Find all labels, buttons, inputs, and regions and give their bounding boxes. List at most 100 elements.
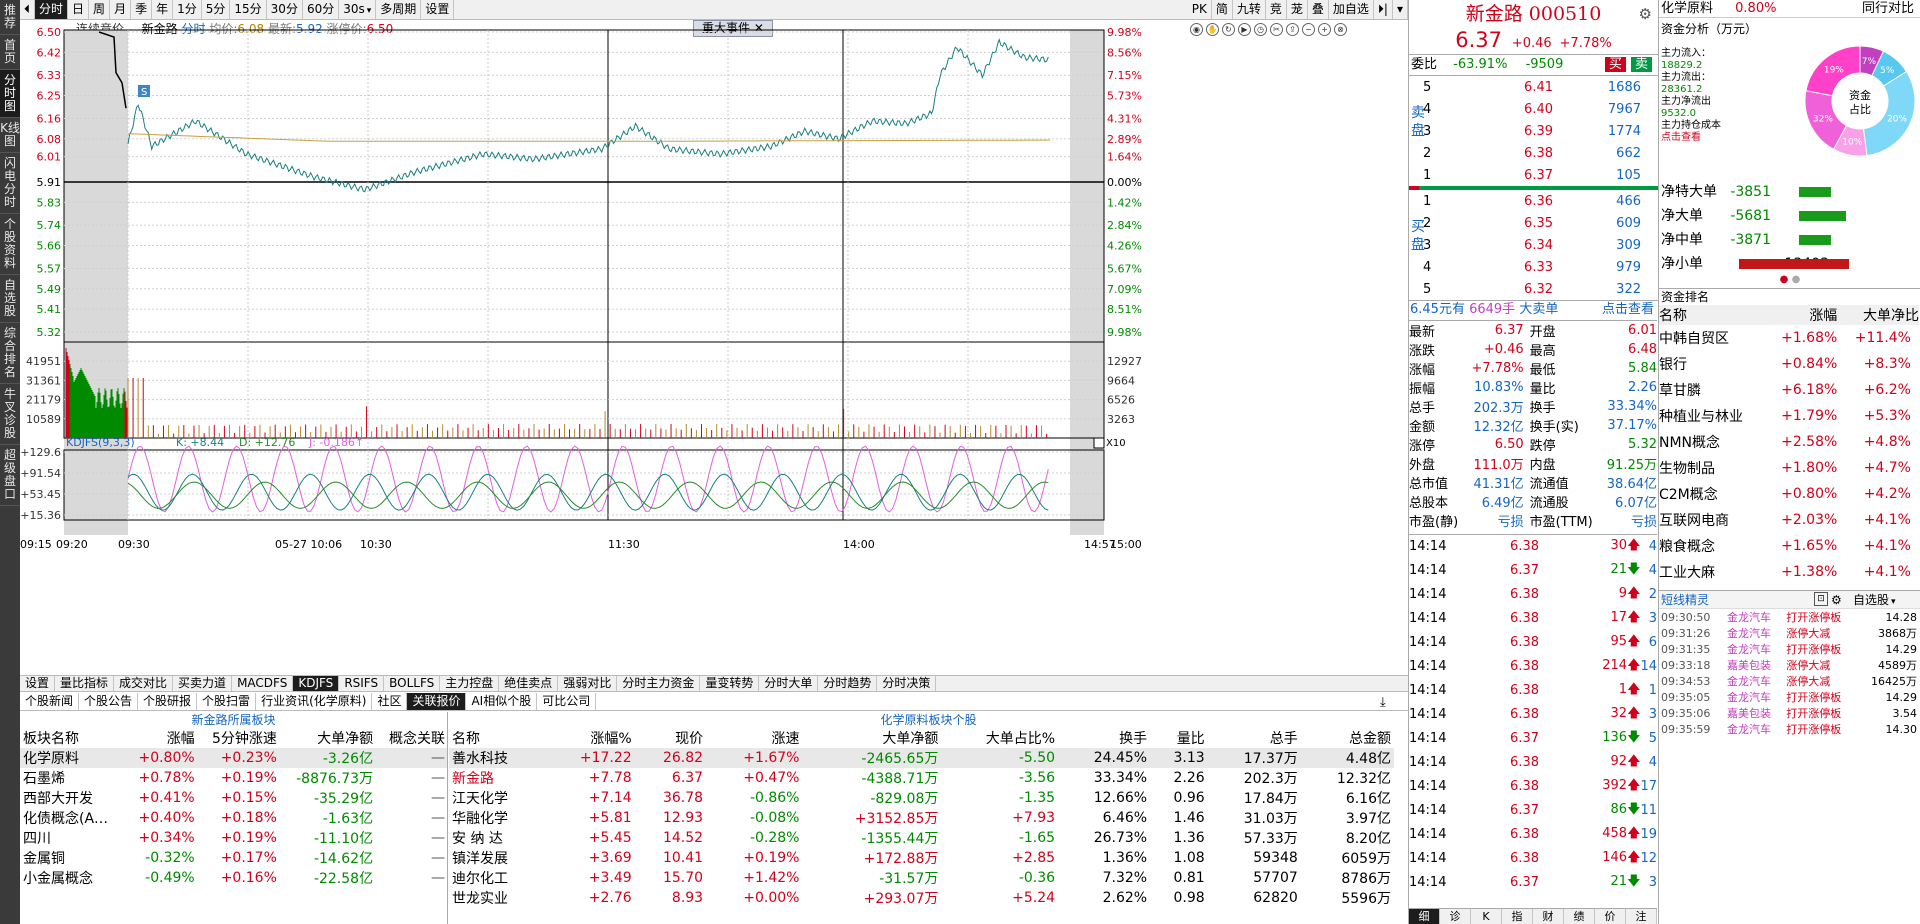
sector-row[interactable]: 石墨烯 +0.78% +0.19% -8876.73万 — — [20, 768, 447, 788]
hand-icon[interactable]: ✋ — [1206, 22, 1219, 36]
nav-item-4[interactable]: 闪电分时 — [0, 153, 20, 214]
stocks-col-header[interactable]: 名称 — [452, 731, 480, 747]
indicator-tab-4[interactable]: MACDFS — [232, 676, 294, 691]
sector-row[interactable]: 化学原料 +0.80% +0.23% -3.26亿 — — [20, 748, 447, 768]
quote-tab-1[interactable]: 诊 — [1440, 909, 1471, 924]
elf-row[interactable]: 09:35:59 金龙汽车 打开涨停板 14.30 — [1659, 721, 1919, 737]
nav-item-8[interactable]: 牛叉诊股 — [0, 384, 20, 445]
indicator-tab-3[interactable]: 买卖力道 — [173, 676, 233, 691]
bids-row[interactable]: 1 6.36 466 — [1423, 190, 1655, 212]
quote-tab-7[interactable]: 注 — [1626, 909, 1657, 924]
bids-row[interactable]: 4 6.33 979 — [1423, 256, 1655, 278]
rank-row[interactable]: 草甘膦 +6.18% +6.2% — [1659, 377, 1919, 403]
zoom-in-icon[interactable]: + — [1318, 22, 1331, 36]
close-icon[interactable]: ✕ — [753, 21, 764, 35]
rank-col-header[interactable]: 名称 — [1659, 308, 1687, 324]
elf-select[interactable]: 自选股 — [1853, 591, 1896, 611]
nav-item-9[interactable]: 超级盘口 — [0, 445, 20, 506]
rank-row[interactable]: 生物制品 +1.80% +4.7% — [1659, 455, 1919, 481]
refresh-icon[interactable]: ↻ — [1222, 22, 1235, 36]
nav-item-5[interactable]: 个股资料 — [0, 214, 20, 275]
period-tab-10[interactable]: 60分 — [303, 0, 340, 19]
peer-compare-link[interactable]: 同行对比 — [1861, 1, 1914, 16]
sell-button[interactable]: 卖 — [1630, 57, 1652, 72]
nav-item-7[interactable]: 综合排名 — [0, 323, 20, 384]
asks-row[interactable]: 1 6.37 105 — [1423, 164, 1655, 186]
stock-row[interactable]: 世龙实业 +2.76 8.93 +0.00% +293.07万 +5.24 2.62% 0.9… — [449, 888, 1394, 908]
toolbar-right-4[interactable]: 茏 — [1287, 0, 1308, 19]
indicator-tab-5[interactable]: KDJFS — [293, 676, 340, 691]
indicator-tab-13[interactable]: 分时大单 — [759, 676, 819, 691]
indicator-tab-7[interactable]: BOLLFS — [384, 676, 441, 691]
zoom-out-icon[interactable]: − — [1302, 22, 1315, 36]
stock-row[interactable]: 江天化学 +7.14 36.78 -0.86% -829.08万 -1.35 12.66% 0… — [449, 788, 1394, 808]
stock-row[interactable]: 华融化学 +5.81 12.93 -0.08% +3152.85万 +7.93 6.46% 1… — [449, 808, 1394, 828]
elf-row[interactable]: 09:33:18 嘉美包装 涨停大减 4589万 — [1659, 657, 1919, 673]
chart-close-icon[interactable]: ⊗ — [1334, 22, 1347, 36]
asks-row[interactable]: 5 6.41 1686 — [1423, 76, 1655, 98]
intraday-chart[interactable]: 6.50 9.98% 6.42 8.56% 6.33 7.15% 6.25 5.73% 6.16… — [20, 20, 1408, 675]
indicator-tab-1[interactable]: 量比指标 — [55, 676, 115, 691]
nav-item-6[interactable]: 自选股 — [0, 275, 20, 323]
period-tab-1[interactable]: 日 — [68, 0, 90, 19]
toolbar-dropdown-icon[interactable]: ▾ — [1393, 0, 1408, 19]
eye-icon[interactable]: ◉ — [1190, 22, 1203, 36]
bids-row[interactable]: 2 6.35 609 — [1423, 212, 1655, 234]
toolbar-right-2[interactable]: 九转 — [1233, 0, 1266, 19]
rank-col-header[interactable]: 涨幅 — [1809, 308, 1838, 324]
period-tab-12[interactable]: 多周期 — [376, 0, 422, 19]
stocks-col-header[interactable]: 现价 — [675, 731, 704, 747]
stocks-col-header[interactable]: 大单净额 — [882, 731, 939, 747]
elf-row[interactable]: 09:34:53 金龙汽车 涨停大减 16425万 — [1659, 673, 1919, 689]
toolbar-right-0[interactable]: PK — [1188, 0, 1212, 19]
info-tab-2[interactable]: 个股研报 — [138, 693, 198, 710]
stocks-col-header[interactable]: 总手 — [1269, 731, 1298, 747]
info-tab-7[interactable]: AI相似个股 — [466, 693, 538, 710]
toolbar-right-1[interactable]: 简 — [1212, 0, 1233, 19]
sector-col-header[interactable]: 板块名称 — [23, 731, 79, 747]
info-tab-6[interactable]: 关联报价 — [407, 693, 467, 710]
info-tab-8[interactable]: 可比公司 — [537, 693, 597, 710]
bids-row[interactable]: 3 6.34 309 — [1423, 234, 1655, 256]
indicator-tab-11[interactable]: 分时主力资金 — [617, 676, 701, 691]
period-tab-3[interactable]: 月 — [110, 0, 132, 19]
gear-icon[interactable]: ⚙ — [1831, 593, 1842, 607]
s-marker[interactable] — [138, 85, 150, 97]
kdj-close-icon[interactable] — [1093, 437, 1105, 449]
cost-link[interactable]: 点击查看 — [1661, 132, 1701, 143]
toolbar-right-6[interactable]: 加自选 — [1329, 0, 1374, 19]
sector-row[interactable]: 化债概念(A… +0.40% +0.18% -1.63亿 — — [20, 808, 447, 828]
period-tab-9[interactable]: 30分 — [267, 0, 303, 19]
rank-row[interactable]: 中韩自贸区 +1.68% +11.4% — [1659, 325, 1919, 351]
asks-row[interactable]: 4 6.40 7967 — [1423, 98, 1655, 120]
quote-tab-2[interactable]: K — [1471, 909, 1502, 924]
prev-next-icon[interactable]: ⏵| — [1374, 0, 1393, 19]
period-tab-4[interactable]: 季 — [131, 0, 153, 19]
sector-col-header[interactable]: 大单净额 — [317, 731, 374, 747]
nav-item-1[interactable]: 首页 — [0, 35, 20, 70]
sector-row[interactable]: 四川 +0.34% +0.19% -11.10亿 — — [20, 828, 447, 848]
quote-tab-6[interactable]: 价 — [1595, 909, 1626, 924]
indicator-tab-15[interactable]: 分时决策 — [877, 676, 937, 691]
elf-row[interactable]: 09:35:05 金龙汽车 打开涨停板 14.29 — [1659, 689, 1919, 705]
rank-row[interactable]: 粮食概念 +1.65% +4.1% — [1659, 533, 1919, 559]
rank-row[interactable]: 银行 +0.84% +8.3% — [1659, 351, 1919, 377]
buy-button[interactable]: 买 — [1604, 57, 1626, 72]
stock-row[interactable]: 安 纳 达 +5.45 14.52 -0.28% -1355.44万 -1.65 26.73… — [449, 828, 1394, 848]
period-tab-6[interactable]: 1分 — [173, 0, 202, 19]
stock-row[interactable]: 新金路 +7.78 6.37 +0.47% -4388.71万 -3.56 33.34% 2.… — [449, 768, 1394, 788]
stocks-col-header[interactable]: 涨速 — [771, 731, 800, 747]
clock-icon[interactable]: ◷ — [1254, 22, 1267, 36]
info-tab-4[interactable]: 行业资讯(化学原料) — [256, 693, 373, 710]
elf-row[interactable]: 09:30:50 金龙汽车 打开涨停板 14.28 — [1659, 609, 1919, 625]
sector-row[interactable]: 西部大开发 +0.41% +0.15% -35.29亿 — — [20, 788, 447, 808]
indicator-tab-8[interactable]: 主力控盘 — [440, 676, 500, 691]
period-tab-13[interactable]: 设置 — [421, 0, 455, 19]
elf-row[interactable]: 09:35:06 嘉美包装 打开涨停板 3.54 — [1659, 705, 1919, 721]
quote-tab-4[interactable]: 财 — [1533, 909, 1564, 924]
nav-item-0[interactable]: 推荐 — [0, 0, 20, 35]
info-tab-5[interactable]: 社区 — [372, 693, 408, 710]
major-event-button[interactable]: 重大事件 ✕ — [693, 20, 773, 37]
stocks-col-header[interactable]: 换手 — [1119, 731, 1148, 747]
sector-col-header[interactable]: 5分钟涨速 — [211, 731, 277, 747]
